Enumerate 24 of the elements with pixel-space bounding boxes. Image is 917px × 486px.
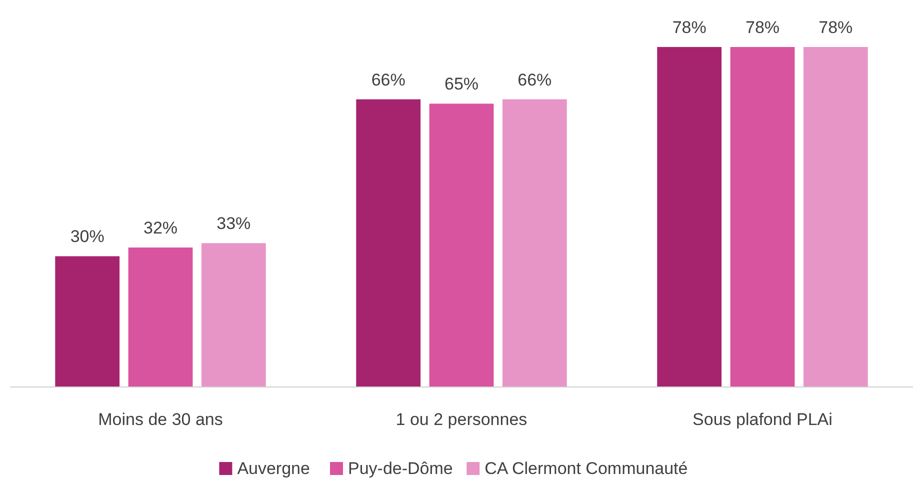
data-label: 78% <box>672 18 706 37</box>
data-label: 65% <box>444 74 479 94</box>
bar <box>657 47 722 387</box>
data-label: 33% <box>216 214 251 234</box>
data-label: 30% <box>70 227 104 246</box>
bar <box>429 104 494 387</box>
legend-label: Auvergne <box>237 459 310 478</box>
data-label: 78% <box>818 18 853 37</box>
bar <box>502 99 567 387</box>
legend-label: CA Clermont Communauté <box>484 459 688 478</box>
data-label: 66% <box>518 70 552 90</box>
bar <box>803 47 868 387</box>
x-tick-label: Sous plafond PLAi <box>692 410 832 429</box>
x-tick-label: Moins de 30 ans <box>98 410 223 429</box>
x-tick-label: 1 ou 2 personnes <box>396 410 528 429</box>
data-label: 32% <box>143 218 178 238</box>
bar <box>730 47 795 387</box>
bar <box>128 248 193 387</box>
bar <box>201 243 266 387</box>
data-label: 66% <box>371 70 406 90</box>
data-label: 78% <box>745 18 780 37</box>
bar <box>55 256 120 387</box>
bar <box>356 99 421 387</box>
legend-label: Puy-de-Dôme <box>348 459 453 478</box>
